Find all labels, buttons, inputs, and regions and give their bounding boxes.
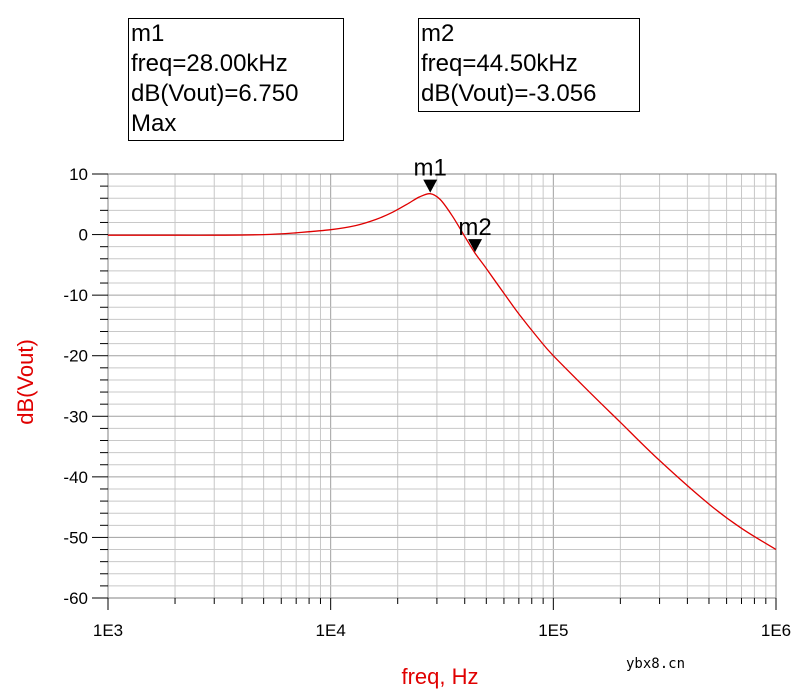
marker-m1-name: m1: [131, 20, 165, 47]
marker-m2-label: m2: [458, 214, 491, 241]
axes: [92, 173, 777, 610]
marker-m1-note: Max: [131, 110, 177, 137]
y-axis-label: dB(Vout): [13, 339, 38, 425]
y-tick-label: -40: [63, 468, 88, 487]
grid: [108, 174, 776, 598]
marker-m1-value: dB(Vout)=6.750: [131, 80, 299, 107]
y-tick-label: 10: [69, 165, 88, 184]
marker-m1-triangle: [423, 179, 438, 193]
x-tick-label: 1E4: [316, 621, 346, 640]
y-tick-label: 0: [79, 226, 88, 245]
marker-m2-readout: m2 freq=44.50kHz dB(Vout)=-3.056: [418, 18, 640, 112]
watermark: ybx8.cn: [626, 656, 686, 672]
markers: m1 m2: [414, 155, 492, 253]
marker-m2-triangle: [468, 239, 483, 253]
y-tick-label: -10: [63, 286, 88, 305]
y-tick-label: -60: [63, 589, 88, 608]
series-line-dbvout: [108, 193, 777, 551]
labels: 10 0 -10 -20 -30 -40 -50 -60 1E3 1E4 1E5 1E6 freq, H…: [13, 165, 791, 689]
y-tick-label: -50: [63, 528, 88, 547]
marker-m1-freq: freq=28.00kHz: [131, 50, 288, 77]
marker-m1-readout: m1 freq=28.00kHz dB(Vout)=6.750 Max: [128, 18, 344, 141]
x-tick-label: 1E3: [93, 621, 123, 640]
y-tick-label: -20: [63, 347, 88, 366]
series: [108, 193, 777, 551]
x-tick-label: 1E5: [538, 621, 568, 640]
x-axis-label: freq, Hz: [401, 664, 478, 689]
marker-m1-label: m1: [414, 155, 447, 182]
plot-frame: [107, 173, 777, 599]
x-tick-label: 1E6: [761, 621, 791, 640]
y-tick-label: -30: [63, 407, 88, 426]
marker-m2-name: m2: [421, 20, 455, 47]
marker-m2-value: dB(Vout)=-3.056: [421, 80, 597, 107]
marker-m2-freq: freq=44.50kHz: [421, 50, 578, 77]
